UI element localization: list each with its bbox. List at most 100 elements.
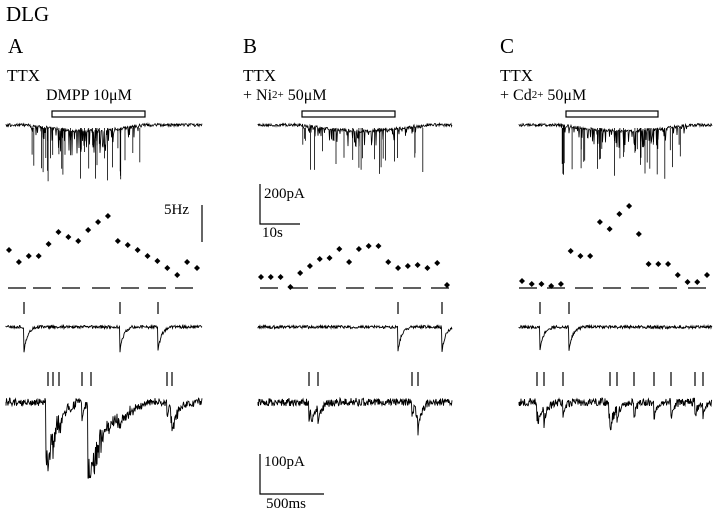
frequency-point-a (45, 241, 52, 247)
frequency-point-a (124, 242, 131, 248)
frequency-point-c (567, 248, 574, 254)
bottom-trace-a (5, 397, 203, 479)
drug-prefix-c: + (500, 87, 514, 104)
drug-charge-b: 2+ (272, 89, 284, 101)
frequency-point-a (104, 213, 111, 219)
frequency-point-b (336, 246, 343, 252)
top-trace-a (5, 122, 203, 156)
panel-label-a: A (8, 34, 24, 58)
frequency-point-c (684, 279, 691, 285)
frequency-point-a (85, 227, 92, 233)
frequency-point-a (25, 253, 32, 259)
bottom-trace-b (257, 396, 453, 436)
frequency-point-c (645, 261, 652, 267)
frequency-point-a (6, 247, 12, 253)
frequency-plots (6, 203, 710, 290)
drug-ion-b: Ni (256, 87, 273, 104)
scale-label-100pa: 100pA (264, 454, 305, 470)
frequency-point-c (665, 261, 672, 267)
drug-application-bars (51, 110, 659, 118)
scale-label-500ms: 500ms (266, 496, 307, 512)
drug-bar-b (301, 110, 396, 118)
frequency-point-a (164, 265, 171, 271)
frequency-point-c (674, 272, 681, 278)
scale-label-5hz: 5Hz (164, 202, 189, 218)
frequency-point-b (355, 246, 362, 252)
frequency-point-a (184, 259, 191, 265)
frequency-point-b (365, 243, 372, 249)
middle-trace-c (518, 323, 713, 351)
frequency-point-b (297, 270, 304, 276)
scale-label-200pa: 200pA (264, 186, 305, 202)
frequency-point-a (174, 272, 181, 278)
frequency-point-a (114, 238, 121, 244)
top-trace-c (518, 122, 713, 153)
frequency-point-a (35, 253, 42, 259)
frequency-point-b (316, 256, 323, 262)
frequency-point-c (606, 226, 613, 232)
frequency-point-b (258, 274, 264, 280)
drug-bar-c (565, 110, 659, 118)
frequency-point-c (587, 253, 594, 259)
frequency-point-b (404, 263, 411, 269)
scale-bars (201, 184, 324, 495)
scale-label-10s: 10s (262, 225, 283, 241)
frequency-point-b (375, 243, 382, 249)
condition-label-a: TTX (7, 66, 41, 85)
frequency-point-b (395, 265, 402, 271)
frequency-point-a (134, 247, 141, 253)
drug-conc-b: 50μM (287, 87, 327, 104)
frequency-point-b (385, 259, 392, 265)
frequency-point-b (346, 259, 353, 265)
frequency-point-b (267, 274, 274, 280)
scale-bar-200pa-10s (259, 184, 300, 225)
frequency-point-c (538, 281, 545, 287)
frequency-point-b (434, 260, 441, 266)
bottom-trace-c (518, 397, 713, 431)
frequency-point-a (144, 253, 151, 259)
frequency-point-b (326, 255, 333, 261)
frequency-point-c (704, 272, 710, 278)
frequency-point-c (557, 281, 564, 287)
frequency-point-a (55, 229, 62, 235)
frequency-point-b (306, 263, 313, 269)
top-trace-b (257, 122, 453, 148)
frequency-point-c (596, 219, 603, 225)
frequency-point-b (414, 262, 421, 268)
frequency-point-a (154, 258, 161, 264)
frequency-point-a (75, 238, 82, 244)
drug-name-a: DMPP (46, 87, 89, 104)
frequency-point-a (95, 219, 102, 225)
frequency-point-c (519, 278, 525, 284)
frequency-point-c (694, 279, 701, 285)
drug-prefix-b: + (243, 87, 257, 104)
frequency-point-c (626, 203, 633, 209)
middle-trace-b (257, 324, 453, 352)
frequency-point-c (577, 253, 584, 259)
middle-trace-a (5, 323, 203, 353)
frequency-point-c (616, 211, 623, 217)
frequency-point-a (194, 265, 200, 271)
frequency-point-b (277, 274, 284, 280)
frequency-point-c (655, 261, 662, 267)
drug-conc-c: 50μM (547, 87, 587, 104)
drug-conc-a: 10μM (92, 87, 132, 104)
condition-label-b: TTX (243, 66, 277, 85)
drug-label-b: + Ni2+ 50μM (243, 88, 327, 104)
drug-ion-c: Cd (513, 87, 532, 104)
frequency-point-c (635, 231, 642, 237)
frequency-point-c (528, 281, 535, 287)
drug-label-a: DMPP 10μM (46, 88, 132, 104)
panel-label-c: C (500, 34, 515, 58)
figure-title: DLG (6, 2, 50, 26)
frequency-point-b (444, 282, 450, 288)
current-traces (5, 122, 713, 479)
drug-bar-a (51, 110, 146, 118)
frequency-point-b (424, 265, 431, 271)
drug-charge-c: 2+ (531, 89, 544, 101)
panel-label-b: B (243, 34, 258, 58)
drug-label-c: + Cd2+ 50μM (500, 88, 586, 104)
event-tick-rows (23, 302, 704, 386)
frequency-point-a (65, 234, 72, 240)
